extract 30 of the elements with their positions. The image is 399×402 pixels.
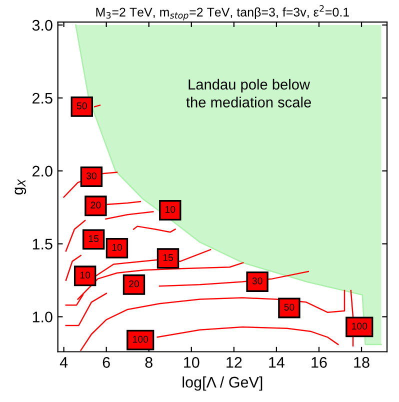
annotation: 20 — [129, 280, 140, 288]
annotation: 30 — [252, 277, 262, 284]
y-tick-label: 1.5 — [32, 238, 52, 250]
x-tick-label: 6 — [102, 357, 110, 368]
annotation: 15 — [163, 254, 174, 262]
x-tick-label: 4 — [60, 357, 68, 368]
x-tick-label: 18 — [354, 357, 370, 368]
annotation: 30 — [86, 172, 96, 180]
x-tick-label: 10 — [184, 357, 200, 368]
annotation: 15 — [88, 235, 99, 242]
y-tick-label: 3.0 — [32, 20, 52, 31]
annotation: 10 — [112, 244, 122, 251]
x-tick-label: 12 — [226, 357, 242, 368]
x-tick-label: 14 — [269, 357, 285, 368]
annotation: 100 — [132, 336, 148, 343]
y-tick-label: 1.0 — [32, 312, 52, 322]
annotation: 50 — [284, 304, 294, 311]
x-tick-label: 8 — [145, 357, 152, 368]
y-tick-label: 2.5 — [32, 92, 52, 104]
x-axis-title: log[Λ / GeV] — [182, 376, 262, 391]
chart-title: M$_{3}$=2 TeV, m$_{stop}$=2 TeV, tanβ=3, f=3v, ε$^{2}$=0.1 — [96, 5, 350, 20]
annotation: Landau pole below the mediation scale — [186, 78, 311, 108]
y-axis-title: g$_{X}$ — [14, 179, 26, 195]
annotation: 100 — [352, 322, 368, 330]
annotation: 10 — [165, 206, 176, 213]
x-tick-label: 16 — [312, 357, 327, 368]
annotation: 20 — [90, 202, 101, 208]
annotation: 10 — [80, 272, 90, 279]
y-tick-label: 2.0 — [32, 166, 52, 177]
annotation: 50 — [76, 102, 87, 110]
